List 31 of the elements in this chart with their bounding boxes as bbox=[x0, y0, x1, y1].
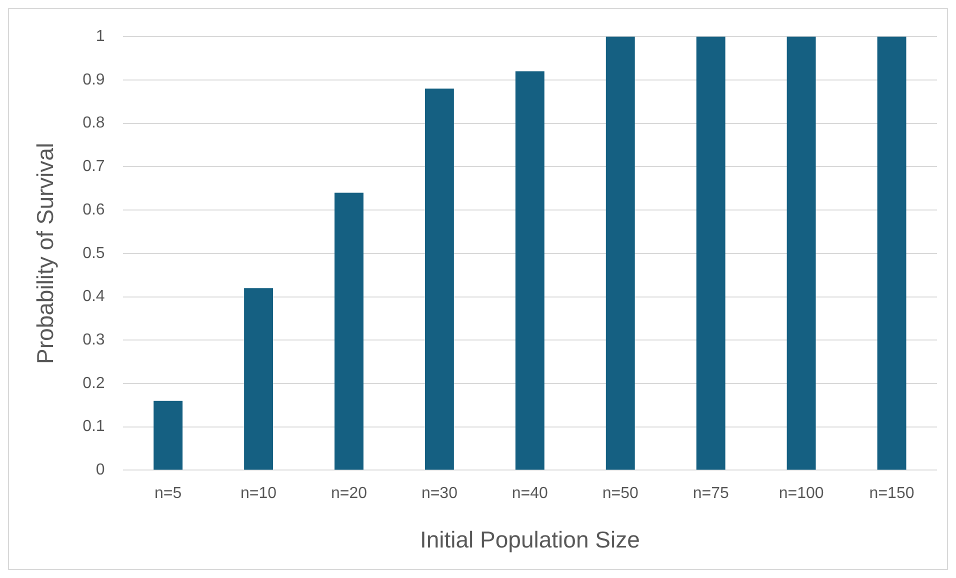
bar bbox=[334, 192, 364, 470]
x-tick-label: n=50 bbox=[602, 485, 638, 502]
bar bbox=[244, 288, 274, 470]
bar bbox=[606, 36, 635, 470]
y-tick-label: 0.1 bbox=[82, 418, 105, 436]
bar bbox=[877, 36, 906, 470]
y-tick-label: 0.7 bbox=[82, 158, 105, 176]
bar bbox=[515, 71, 544, 470]
x-tick-label: n=150 bbox=[869, 485, 914, 502]
bar bbox=[424, 88, 454, 470]
x-tick-label: n=40 bbox=[512, 485, 548, 502]
y-tick-label: 0.6 bbox=[82, 201, 105, 218]
y-tick-label: 0.3 bbox=[82, 332, 105, 349]
x-tick-label: n=75 bbox=[692, 485, 729, 502]
y-tick-label: 0 bbox=[96, 462, 105, 479]
bar bbox=[696, 36, 726, 470]
bar bbox=[154, 400, 183, 470]
x-tick-label: n=10 bbox=[240, 485, 277, 502]
x-axis-title: Initial Population Size bbox=[420, 526, 640, 553]
x-tick-label: n=20 bbox=[330, 485, 368, 502]
x-tick-label: n=30 bbox=[421, 485, 458, 502]
x-tick-label: n=100 bbox=[778, 485, 824, 502]
y-tick-label: 0.4 bbox=[82, 288, 105, 306]
y-tick-label: 0.9 bbox=[82, 71, 105, 88]
y-tick-label: 0.5 bbox=[82, 244, 105, 262]
x-tick-label: n=5 bbox=[154, 485, 182, 502]
y-axis-title: Probability of Survival bbox=[32, 142, 58, 364]
y-tick-label: 1 bbox=[96, 28, 105, 46]
y-tick-label: 0.2 bbox=[82, 374, 105, 392]
y-tick-label: 0.8 bbox=[82, 114, 105, 132]
bar bbox=[786, 36, 816, 470]
